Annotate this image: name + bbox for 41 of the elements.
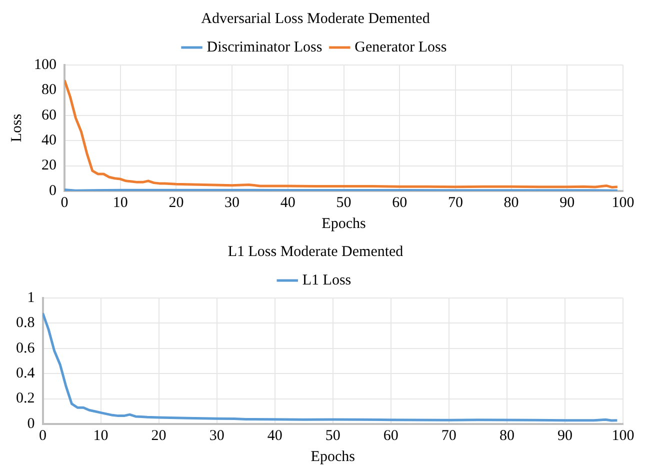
y-tick-label: 0.2 — [16, 390, 35, 407]
x-tick-label: 80 — [499, 428, 514, 444]
x-tick-label: 20 — [168, 194, 184, 211]
x-tick-label: 0 — [60, 194, 68, 211]
legend-label: Generator Loss — [354, 39, 447, 56]
x-axis-title: Epochs — [310, 448, 356, 465]
legend-label: Discriminator Loss — [206, 39, 322, 56]
x-tick-label: 90 — [560, 194, 575, 211]
y-tick-label: 60 — [42, 107, 56, 124]
x-tick-label: 30 — [209, 428, 224, 444]
x-tick-label: 60 — [392, 194, 408, 211]
y-tick-label: 0 — [27, 416, 35, 432]
x-tick-label: 50 — [336, 194, 352, 211]
x-tick-label: 100 — [612, 428, 634, 444]
legend-label: L1 Loss — [302, 272, 352, 288]
x-tick-label: 10 — [93, 428, 108, 444]
y-tick-label: 1 — [27, 290, 35, 306]
x-tick-label: 20 — [151, 428, 166, 444]
y-tick-label: 0.6 — [16, 340, 36, 356]
x-tick-label: 30 — [224, 194, 240, 211]
y-tick-label: 0.8 — [16, 315, 35, 332]
x-tick-label: 70 — [448, 194, 463, 211]
x-tick-label: 80 — [504, 194, 519, 211]
x-tick-label: 70 — [441, 428, 456, 444]
y-axis-title: Loss — [8, 114, 25, 142]
chart-title: L1 Loss Moderate Demented — [228, 244, 404, 260]
x-tick-label: 100 — [612, 194, 634, 211]
y-tick-label: 0.4 — [16, 366, 36, 382]
y-tick-label: 20 — [42, 158, 56, 174]
x-tick-label: 40 — [267, 428, 282, 444]
y-tick-label: 100 — [34, 56, 56, 73]
x-tick-label: 40 — [280, 194, 296, 211]
y-tick-label: 40 — [42, 132, 56, 149]
x-axis-title: Epochs — [322, 216, 366, 232]
x-tick-label: 10 — [112, 194, 128, 211]
x-tick-label: 60 — [383, 428, 398, 444]
y-tick-label: 0 — [49, 182, 56, 199]
y-tick-label: 80 — [42, 82, 56, 98]
chart-title: Adversarial Loss Moderate Demented — [201, 10, 430, 27]
x-tick-label: 50 — [325, 428, 340, 444]
x-tick-label: 90 — [557, 428, 572, 444]
